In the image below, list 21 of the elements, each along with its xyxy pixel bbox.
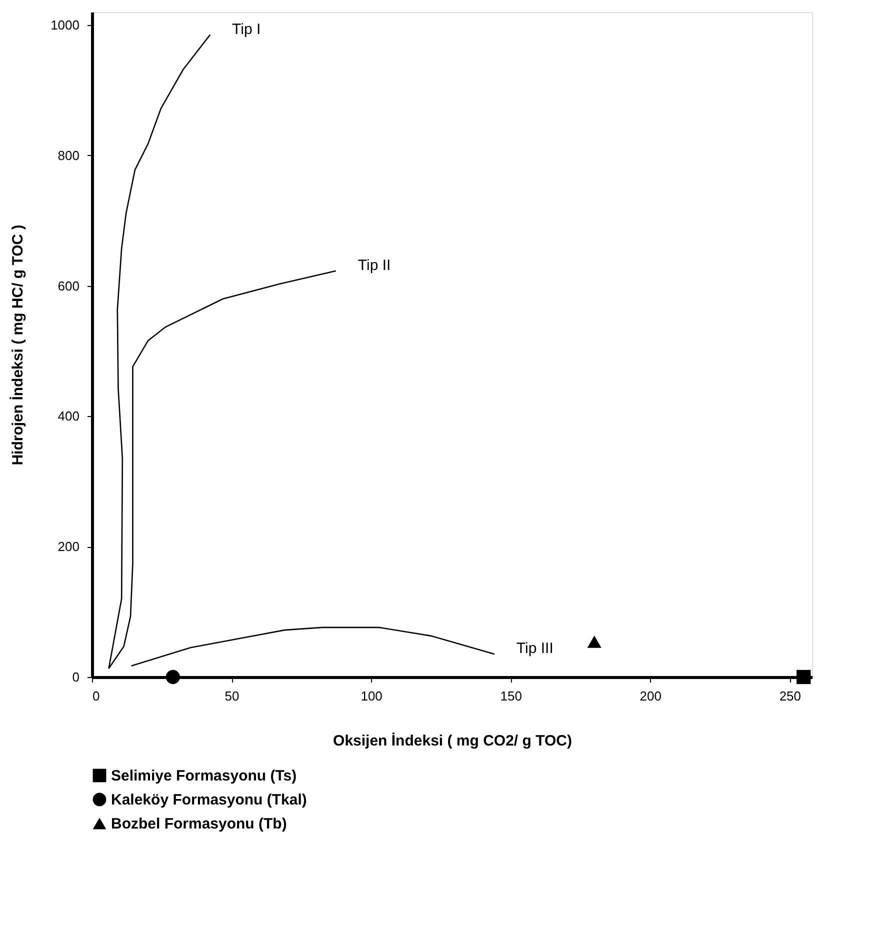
y-tick-label: 800 bbox=[58, 148, 80, 163]
annotation: Tip I bbox=[232, 20, 261, 38]
legend-label: Bozbel Formasyonu (Tb) bbox=[111, 816, 287, 832]
x-axis-title: Oksijen İndeksi ( mg CO2/ g TOC) bbox=[333, 732, 572, 750]
y-tick-label: 600 bbox=[58, 278, 80, 294]
x-tick-label: 150 bbox=[500, 688, 522, 704]
y-tick-label: 1000 bbox=[50, 18, 80, 33]
legend-label: Selimiye Formasyonu (Ts) bbox=[111, 768, 297, 784]
annotation: Tip II bbox=[358, 256, 391, 274]
legend-label: Kaleköy Formasyonu (Tkal) bbox=[111, 792, 307, 808]
y-tick-label: 200 bbox=[58, 539, 80, 554]
x-tick-label: 50 bbox=[224, 688, 240, 704]
y-tick-label: 0 bbox=[72, 670, 80, 684]
x-tick-label: 200 bbox=[640, 688, 662, 704]
x-tick-label: 100 bbox=[360, 688, 382, 704]
annotation: Tip III bbox=[516, 640, 554, 658]
y-tick-label: 400 bbox=[58, 408, 80, 424]
line-series bbox=[130, 626, 496, 667]
x-tick-label: 0 bbox=[92, 688, 100, 704]
x-tick-label: 250 bbox=[779, 688, 802, 704]
y-axis-title: Hidrojen İndeksi ( mg HC/ g TOC ) bbox=[10, 224, 27, 466]
